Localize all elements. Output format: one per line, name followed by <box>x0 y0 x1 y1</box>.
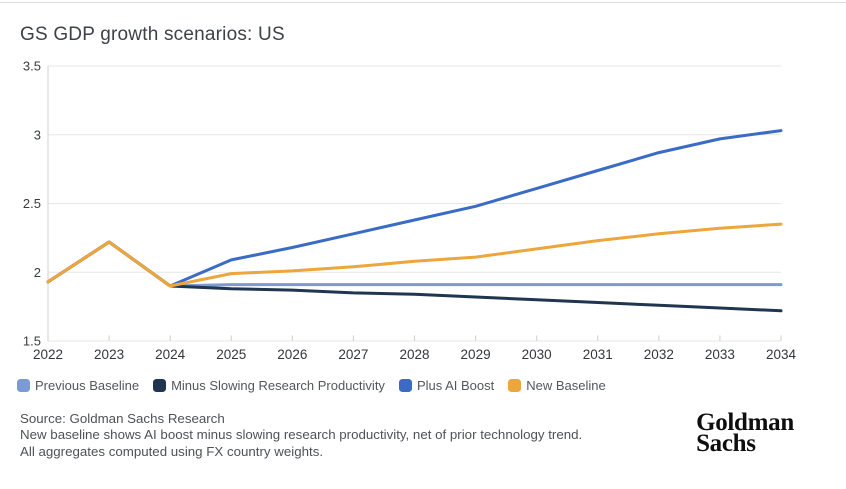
top-divider <box>0 2 846 3</box>
svg-text:2.5: 2.5 <box>23 196 41 211</box>
svg-text:2026: 2026 <box>277 347 307 362</box>
note-line-2: All aggregates computed using FX country… <box>20 443 324 459</box>
legend-swatch <box>508 379 522 392</box>
legend-label: Minus Slowing Research Productivity <box>171 378 385 393</box>
svg-text:2024: 2024 <box>155 347 186 362</box>
svg-text:2030: 2030 <box>522 347 552 362</box>
source-line: Source: Goldman Sachs Research <box>20 411 225 426</box>
legend-label: New Baseline <box>526 378 606 393</box>
goldman-sachs-logo: Goldman Sachs <box>696 409 794 457</box>
footnotes: Source: Goldman Sachs Research New basel… <box>20 411 582 460</box>
svg-text:2031: 2031 <box>583 347 613 362</box>
svg-text:1.5: 1.5 <box>23 334 41 349</box>
svg-text:2028: 2028 <box>399 347 429 362</box>
legend-item-new-baseline[interactable]: New Baseline <box>508 378 606 393</box>
logo-line-1: Goldman <box>696 409 794 436</box>
svg-text:3: 3 <box>34 127 41 142</box>
axis-labels: 1.5 2 2.5 3 3.5 2022 2023 2024 2025 2026 2027 2028 2… <box>23 59 797 363</box>
legend-item-plus-ai-boost[interactable]: Plus AI Boost <box>398 378 495 393</box>
svg-text:2032: 2032 <box>644 347 674 362</box>
axes <box>47 66 782 341</box>
svg-text:2022: 2022 <box>33 347 63 362</box>
legend-swatch <box>153 379 167 392</box>
legend-item-minus-slowing-research-productivity[interactable]: Minus Slowing Research Productivity <box>153 378 385 393</box>
gridlines <box>48 65 781 342</box>
legend-swatch <box>398 379 412 392</box>
chart-legend: Previous Baseline Minus Slowing Research… <box>17 378 606 393</box>
legend-item-previous-baseline[interactable]: Previous Baseline <box>17 378 139 393</box>
svg-text:2033: 2033 <box>705 347 735 362</box>
svg-text:2034: 2034 <box>766 347 797 362</box>
svg-text:2023: 2023 <box>94 347 124 362</box>
legend-label: Plus AI Boost <box>416 378 495 393</box>
legend-swatch <box>17 379 30 392</box>
svg-text:2: 2 <box>34 265 41 280</box>
svg-text:2025: 2025 <box>216 347 246 362</box>
data-series <box>46 129 783 313</box>
gdp-scenarios-line-chart: 1.5 2 2.5 3 3.5 2022 2023 2024 2025 2026 2027 2028 2… <box>23 59 797 363</box>
svg-text:2029: 2029 <box>461 347 491 362</box>
note-line-1: New baseline shows AI boost minus slowin… <box>20 427 583 443</box>
svg-text:2027: 2027 <box>338 347 368 362</box>
logo-line-2: Sachs <box>696 430 756 457</box>
legend-label: Previous Baseline <box>35 378 140 393</box>
svg-text:3.5: 3.5 <box>23 59 41 74</box>
chart-title: GS GDP growth scenarios: US <box>20 24 285 45</box>
